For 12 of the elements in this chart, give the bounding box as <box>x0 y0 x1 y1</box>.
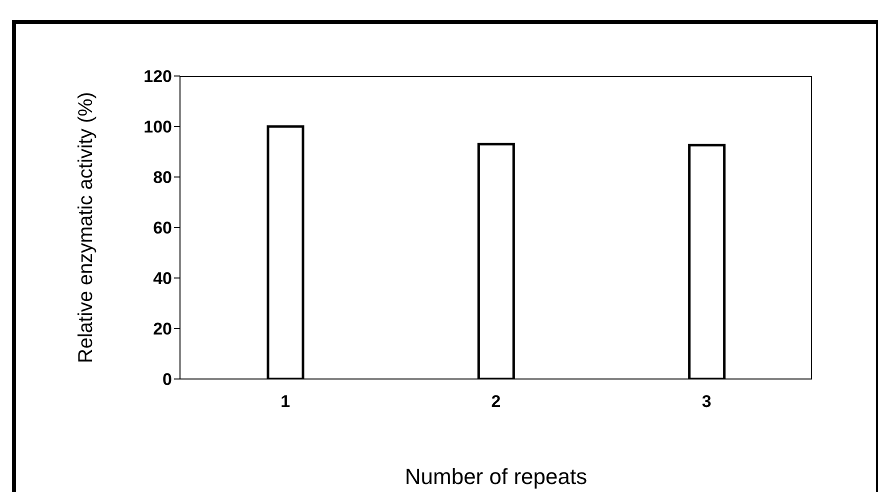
x-tick-label: 3 <box>702 392 712 412</box>
y-tick-label: 20 <box>153 320 172 339</box>
y-axis-title: Relative enzymatic activity (%) <box>75 92 98 364</box>
y-tick-label: 100 <box>144 118 172 137</box>
x-tick-label: 2 <box>491 392 501 412</box>
y-tick-label: 80 <box>153 168 172 188</box>
y-tick-label: 0 <box>162 370 172 390</box>
y-tick-label: 60 <box>153 218 172 238</box>
y-tick-label: 120 <box>144 67 172 86</box>
y-tick-label: 40 <box>153 269 172 288</box>
x-tick-label: 1 <box>280 392 290 412</box>
x-axis-title: Number of repeats <box>404 464 588 489</box>
